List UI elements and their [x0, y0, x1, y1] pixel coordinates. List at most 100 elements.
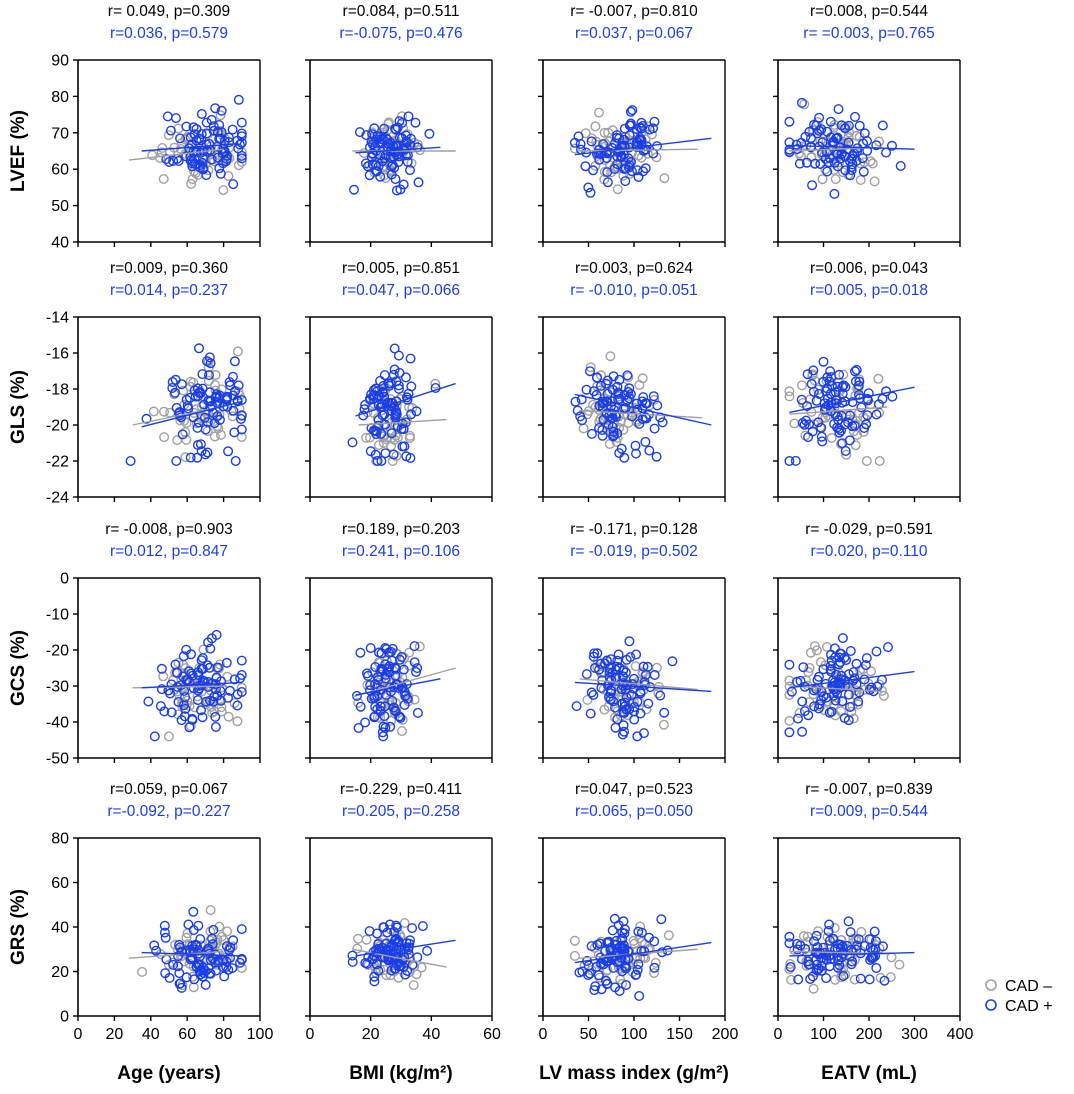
point-cad-pos [194, 680, 205, 691]
point-cad-pos [209, 957, 220, 968]
point-cad-pos [372, 456, 383, 467]
point-cad-pos [784, 659, 795, 670]
point-cad-neg [187, 174, 198, 185]
xlabel-age: Age (years) [117, 1063, 221, 1084]
point-cad-pos [197, 153, 208, 164]
x-tick-label: 40 [422, 1026, 440, 1043]
point-cad-neg [630, 403, 641, 414]
point-cad-pos [209, 418, 220, 429]
point-cad-pos [851, 658, 862, 669]
point-cad-pos [799, 419, 810, 430]
point-cad-neg [397, 111, 408, 122]
point-cad-pos [170, 113, 181, 124]
point-cad-pos [862, 145, 873, 156]
point-cad-pos [167, 383, 178, 394]
point-cad-pos [369, 971, 380, 982]
point-cad-pos [618, 720, 629, 731]
point-cad-pos [784, 938, 795, 949]
point-cad-pos [657, 417, 668, 428]
point-cad-pos [585, 187, 596, 198]
point-cad-pos [390, 412, 401, 423]
point-cad-pos [824, 919, 835, 930]
point-cad-pos [236, 953, 247, 964]
point-cad-pos [161, 154, 172, 165]
point-cad-pos [813, 703, 824, 714]
point-cad-pos [402, 394, 413, 405]
point-cad-pos [801, 157, 812, 168]
point-cad-pos [637, 396, 648, 407]
point-cad-pos [232, 396, 243, 407]
point-cad-neg [397, 726, 408, 737]
point-cad-pos [823, 157, 834, 168]
point-cad-pos [817, 436, 828, 447]
point-cad-neg [173, 709, 184, 720]
point-cad-pos [206, 114, 217, 125]
point-cad-pos [852, 940, 863, 951]
fit-line-cad-pos [789, 670, 915, 689]
scatter-points [147, 94, 247, 196]
point-cad-pos [843, 715, 854, 726]
scatter-points [347, 918, 433, 991]
point-cad-neg [158, 406, 169, 417]
point-cad-pos [797, 726, 808, 737]
point-cad-pos [164, 972, 175, 983]
point-cad-neg [163, 731, 174, 742]
panel-gls-bmi: r=0.005, p=0.851 r=0.047, p=0.066 [305, 260, 493, 502]
fit-line-cad-neg [358, 418, 447, 426]
point-cad-pos [597, 425, 608, 436]
point-cad-neg [786, 974, 797, 985]
point-cad-pos [581, 384, 592, 395]
point-cad-pos [233, 94, 244, 105]
point-cad-pos [370, 662, 381, 673]
point-cad-pos [586, 687, 597, 698]
point-cad-pos [812, 965, 823, 976]
point-cad-pos [792, 944, 803, 955]
point-cad-pos [648, 391, 659, 402]
point-cad-pos [590, 981, 601, 992]
point-cad-pos [830, 695, 841, 706]
point-cad-neg [634, 380, 645, 391]
panel-lvef-bmi: r=0.084, p=0.511 r=-0.075, p=0.476 [305, 3, 493, 247]
point-cad-neg [578, 423, 589, 434]
point-cad-pos [803, 710, 814, 721]
point-cad-neg [180, 427, 191, 438]
stat-cad-neg: r= -0.029, p=0.591 [805, 521, 933, 538]
point-cad-pos [171, 456, 182, 467]
point-cad-pos [197, 157, 208, 168]
x-tick-label: 40 [142, 1026, 160, 1043]
point-cad-neg [404, 647, 415, 658]
point-cad-pos [159, 927, 170, 938]
y-tick-label: -50 [46, 751, 69, 768]
point-cad-neg [216, 706, 227, 717]
point-cad-pos [846, 165, 857, 176]
point-cad-neg [383, 117, 394, 128]
point-cad-pos [632, 165, 643, 176]
point-cad-pos [586, 136, 597, 147]
point-cad-neg [379, 964, 390, 975]
point-cad-pos [797, 418, 808, 429]
point-cad-pos [388, 369, 399, 380]
point-cad-pos [806, 379, 817, 390]
point-cad-pos [149, 940, 160, 951]
fit-line-cad-pos [141, 951, 242, 957]
point-cad-neg [830, 974, 841, 985]
point-cad-pos [196, 655, 207, 666]
point-cad-pos [831, 669, 842, 680]
point-cad-neg [874, 456, 885, 467]
point-cad-pos [648, 123, 659, 134]
stat-cad-pos: r=0.012, p=0.847 [110, 543, 228, 560]
panel-lvef-lvmi: r= -0.007, p=0.810 r=0.037, p=0.067 [538, 3, 726, 247]
stat-cad-neg: r= -0.171, p=0.128 [570, 521, 698, 538]
point-cad-pos [649, 670, 660, 681]
point-cad-pos [616, 943, 627, 954]
point-cad-pos [635, 122, 646, 133]
point-cad-pos [627, 411, 638, 422]
point-cad-pos [796, 97, 807, 108]
point-cad-pos [347, 437, 358, 448]
xlabel-lvmi: LV mass index (g/m²) [539, 1063, 729, 1084]
point-cad-neg [829, 700, 840, 711]
point-cad-neg [416, 962, 427, 973]
point-cad-pos [598, 414, 609, 425]
point-cad-pos [825, 388, 836, 399]
point-cad-pos [374, 131, 385, 142]
